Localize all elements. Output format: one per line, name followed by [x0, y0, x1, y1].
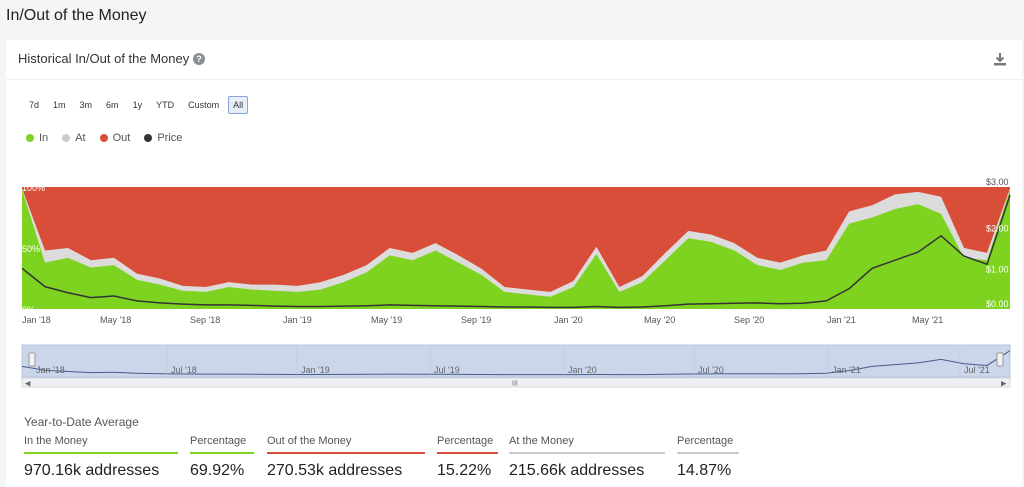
stat-column: At the Money 215.66k addresses — [509, 435, 665, 480]
range-button-6m[interactable]: 6m — [101, 96, 124, 114]
navigator-x-label: Jan '18 — [36, 365, 65, 375]
y-left-tick: 0% — [22, 305, 35, 315]
stat-label: Percentage — [677, 435, 734, 447]
legend-item-out[interactable]: Out — [99, 132, 131, 144]
navigator-window — [21, 344, 1011, 378]
price-line — [21, 194, 1011, 309]
legend-dot — [62, 134, 71, 142]
stat-column: Percentage 15.22% — [437, 435, 498, 480]
y-left-tick: 100% — [22, 183, 45, 193]
stat-column: In the Money 970.16k addresses — [24, 435, 178, 480]
navigator-x-label: Jan '20 — [568, 365, 597, 375]
range-button-custom[interactable]: Custom — [183, 96, 225, 114]
range-button-1y[interactable]: 1y — [127, 96, 148, 114]
legend-item-in[interactable]: In — [26, 132, 48, 144]
card-title: Historical In/Out of the Money — [18, 51, 190, 66]
x-tick-label: May '20 — [644, 315, 675, 325]
y-left-tick: 50% — [22, 244, 40, 254]
y-right-tick: $3.00 — [986, 177, 1009, 187]
x-tick-label: Jan '21 — [827, 315, 856, 325]
y-right-tick: $1.00 — [986, 264, 1009, 274]
range-button-3m[interactable]: 3m — [74, 96, 98, 114]
download-icon[interactable] — [992, 51, 1008, 67]
stat-underline — [267, 452, 425, 454]
navigator-price-line — [21, 350, 1011, 376]
range-button-1m[interactable]: 1m — [48, 96, 71, 114]
navigator-x-label: Jul '19 — [434, 365, 460, 375]
stat-label: Out of the Money — [267, 435, 352, 447]
legend-dot — [26, 134, 34, 142]
x-tick-label: Sep '18 — [190, 315, 220, 325]
in-area — [22, 189, 1010, 309]
chart-legend: In At Out Price — [26, 132, 182, 144]
navigator-x-label: Jan '21 — [832, 365, 861, 375]
x-tick-label: May '19 — [371, 315, 402, 325]
x-tick-label: May '18 — [100, 315, 131, 325]
range-button-7d[interactable]: 7d — [24, 96, 45, 114]
stats-heading: Year-to-Date Average — [24, 415, 139, 429]
x-tick-label: Sep '19 — [461, 315, 491, 325]
range-button-all[interactable]: All — [228, 96, 249, 114]
stat-value: 270.53k addresses — [267, 462, 403, 479]
x-tick-label: Jan '18 — [22, 315, 51, 325]
navigator-handle-right[interactable] — [996, 352, 1004, 367]
stat-value: 15.22% — [437, 462, 492, 479]
legend-dot — [144, 134, 153, 142]
legend-item-at[interactable]: At — [62, 132, 86, 144]
navigator-scrollbar[interactable] — [21, 377, 1011, 388]
y-right-tick: $0.00 — [986, 299, 1009, 309]
in-out-money-chart: 100% 50% 0% $3.00 $2.00 $1.00 $0.00 Jan '18 May … — [21, 177, 1011, 388]
y-right-tick: $2.00 — [986, 224, 1009, 234]
stat-label: Percentage — [190, 435, 247, 447]
stat-value: 14.87% — [677, 462, 732, 479]
range-button-ytd[interactable]: YTD — [151, 96, 180, 114]
legend-dot — [99, 134, 108, 142]
stat-underline — [677, 452, 739, 454]
stat-column: Percentage 69.92% — [190, 435, 254, 480]
navigator-handle-left[interactable] — [28, 352, 36, 367]
stat-value: 970.16k addresses — [24, 462, 160, 479]
x-tick-label: May '21 — [912, 315, 943, 325]
legend-label: Price — [157, 132, 183, 144]
stat-underline — [437, 452, 498, 454]
legend-item-price[interactable]: Price — [144, 132, 182, 144]
legend-label: Out — [112, 132, 131, 144]
stat-underline — [24, 452, 178, 454]
card-header: Historical In/Out of the Money ? — [6, 40, 1022, 80]
help-icon[interactable]: ? — [193, 53, 205, 65]
range-selector: 7d 1m 3m 6m 1y YTD Custom All — [24, 96, 249, 114]
scroll-left-arrow[interactable]: ◀ — [25, 380, 31, 388]
navigator-x-label: Jul '20 — [698, 365, 724, 375]
navigator-x-label: Jul '18 — [171, 365, 197, 375]
scroll-right-arrow[interactable]: ▶ — [1001, 380, 1007, 388]
stat-label: Percentage — [437, 435, 494, 447]
stat-column: Out of the Money 270.53k addresses — [267, 435, 425, 480]
page-title: In/Out of the Money — [6, 7, 147, 24]
stat-underline — [509, 452, 665, 454]
x-tick-label: Jan '20 — [554, 315, 583, 325]
x-tick-label: Jan '19 — [283, 315, 312, 325]
ytd-stats: Year-to-Date Average In the Money 970.16k… — [24, 415, 1014, 479]
scroll-thumb[interactable]: III — [512, 381, 518, 388]
stat-underline — [190, 452, 254, 454]
stat-value: 215.66k addresses — [509, 462, 645, 479]
legend-label: At — [75, 132, 86, 144]
chart-card: Historical In/Out of the Money ? 7d 1m 3m 6… — [6, 40, 1022, 487]
stat-column: Percentage 14.87% — [677, 435, 739, 480]
x-tick-label: Sep '20 — [734, 315, 764, 325]
stat-label: At the Money — [509, 435, 574, 447]
navigator-x-label: Jul '21 — [964, 365, 990, 375]
stat-label: In the Money — [24, 435, 88, 447]
legend-label: In — [39, 132, 49, 144]
stat-value: 69.92% — [190, 462, 245, 479]
navigator-x-label: Jan '19 — [301, 365, 330, 375]
